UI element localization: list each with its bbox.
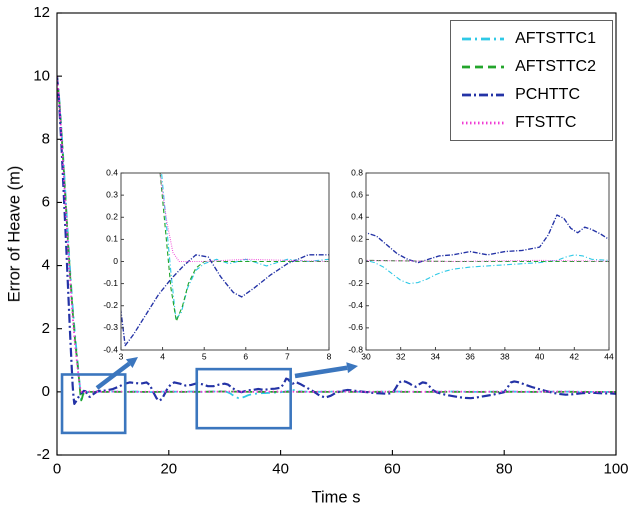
legend-entry-ftsttc: FTSTTC	[460, 112, 596, 133]
legend-label-pchttc: PCHTTC	[515, 85, 580, 103]
y-axis-label: Error of Heave (m)	[5, 165, 24, 303]
legend-line-pchttc-icon	[462, 93, 505, 96]
x-axis-label: Time s	[311, 488, 361, 507]
legend-label-ftsttc: FTSTTC	[515, 113, 577, 131]
legend: AFTSTTC1 AFTSTTC2 PCHTTC FTSTTC	[450, 20, 613, 141]
legend-label-aftsttc2: AFTSTTC2	[515, 57, 596, 75]
legend-entry-aftsttc2: AFTSTTC2	[460, 56, 596, 77]
legend-line-ftsttc-icon	[462, 121, 505, 124]
legend-line-aftsttc1-icon	[462, 37, 505, 40]
legend-line-aftsttc2-icon	[462, 65, 505, 68]
legend-entry-aftsttc1: AFTSTTC1	[460, 28, 596, 49]
legend-entry-pchttc: PCHTTC	[460, 84, 596, 105]
legend-label-aftsttc1: AFTSTTC1	[515, 29, 596, 47]
